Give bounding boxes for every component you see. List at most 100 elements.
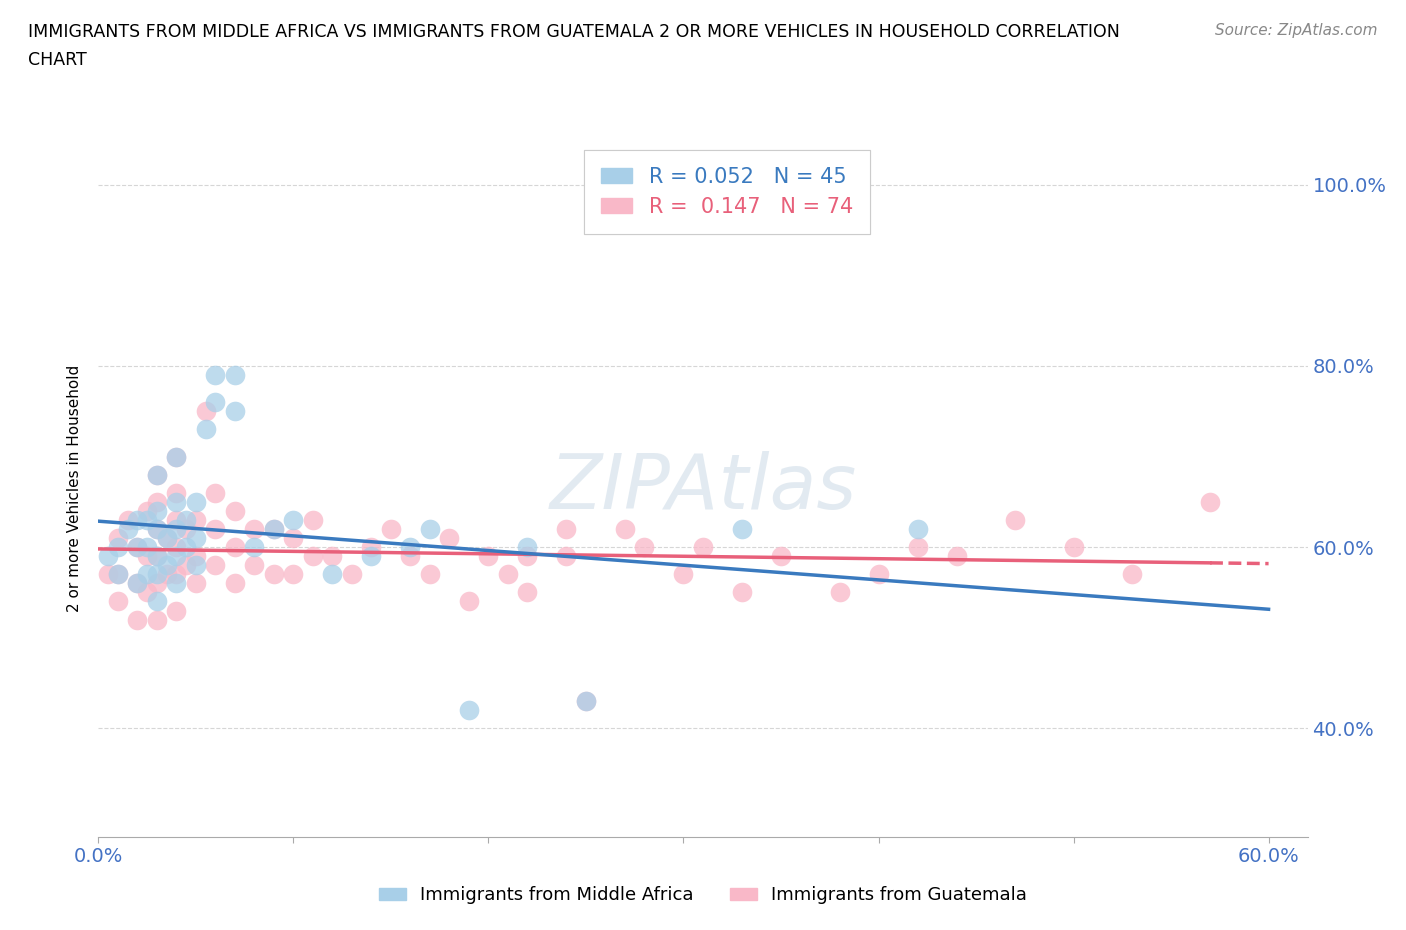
Point: [204, 394, 226, 409]
Legend: Immigrants from Middle Africa, Immigrants from Guatemala: Immigrants from Middle Africa, Immigrant…: [371, 879, 1035, 911]
Point: [165, 522, 187, 537]
Point: [907, 539, 929, 554]
Point: [399, 539, 422, 554]
Point: [516, 549, 538, 564]
Point: [136, 549, 159, 564]
Point: [165, 576, 187, 591]
Point: [477, 549, 499, 564]
Point: [1063, 539, 1085, 554]
Point: [321, 549, 343, 564]
Point: [165, 449, 187, 464]
Point: [458, 703, 481, 718]
Point: [156, 531, 179, 546]
Point: [136, 539, 159, 554]
Point: [117, 522, 139, 537]
Point: [614, 522, 637, 537]
Point: [204, 485, 226, 500]
Point: [340, 567, 363, 582]
Point: [127, 539, 149, 554]
Point: [117, 512, 139, 527]
Point: [127, 576, 149, 591]
Point: [165, 567, 187, 582]
Point: [136, 585, 159, 600]
Point: [1121, 567, 1143, 582]
Point: [419, 567, 441, 582]
Point: [204, 558, 226, 573]
Point: [204, 367, 226, 382]
Point: [165, 495, 187, 510]
Point: [194, 422, 217, 437]
Point: [136, 567, 159, 582]
Point: [194, 404, 217, 418]
Point: [174, 512, 197, 527]
Point: [283, 512, 305, 527]
Point: [146, 467, 169, 482]
Point: [321, 567, 343, 582]
Point: [868, 567, 890, 582]
Point: [184, 495, 207, 510]
Point: [692, 539, 714, 554]
Text: CHART: CHART: [28, 51, 87, 69]
Point: [107, 594, 129, 609]
Point: [146, 567, 169, 582]
Point: [283, 567, 305, 582]
Point: [184, 558, 207, 573]
Point: [184, 512, 207, 527]
Point: [127, 539, 149, 554]
Point: [283, 531, 305, 546]
Point: [97, 567, 120, 582]
Point: [399, 549, 422, 564]
Point: [184, 576, 207, 591]
Point: [136, 512, 159, 527]
Point: [302, 512, 325, 527]
Point: [516, 539, 538, 554]
Point: [146, 549, 169, 564]
Point: [107, 539, 129, 554]
Point: [107, 567, 129, 582]
Point: [224, 367, 246, 382]
Point: [945, 549, 967, 564]
Point: [97, 549, 120, 564]
Point: [575, 694, 598, 709]
Point: [769, 549, 792, 564]
Point: [107, 567, 129, 582]
Point: [165, 549, 187, 564]
Point: [146, 495, 169, 510]
Point: [243, 539, 266, 554]
Point: [146, 576, 169, 591]
Point: [146, 522, 169, 537]
Point: [516, 585, 538, 600]
Point: [127, 612, 149, 627]
Point: [555, 522, 578, 537]
Point: [165, 485, 187, 500]
Point: [360, 539, 382, 554]
Point: [156, 558, 179, 573]
Point: [127, 512, 149, 527]
Point: [146, 594, 169, 609]
Point: [263, 567, 285, 582]
Text: IMMIGRANTS FROM MIDDLE AFRICA VS IMMIGRANTS FROM GUATEMALA 2 OR MORE VEHICLES IN: IMMIGRANTS FROM MIDDLE AFRICA VS IMMIGRA…: [28, 23, 1121, 41]
Point: [828, 585, 851, 600]
Point: [907, 522, 929, 537]
Point: [107, 531, 129, 546]
Point: [156, 567, 179, 582]
Point: [174, 539, 197, 554]
Point: [146, 467, 169, 482]
Point: [165, 539, 187, 554]
Point: [184, 549, 207, 564]
Point: [146, 612, 169, 627]
Point: [380, 522, 402, 537]
Text: ZIPAtlas: ZIPAtlas: [550, 451, 856, 525]
Point: [1004, 512, 1026, 527]
Point: [633, 539, 655, 554]
Point: [360, 549, 382, 564]
Point: [243, 522, 266, 537]
Point: [136, 503, 159, 518]
Point: [165, 603, 187, 618]
Point: [263, 522, 285, 537]
Point: [224, 539, 246, 554]
Point: [165, 449, 187, 464]
Point: [458, 594, 481, 609]
Point: [156, 531, 179, 546]
Point: [496, 567, 519, 582]
